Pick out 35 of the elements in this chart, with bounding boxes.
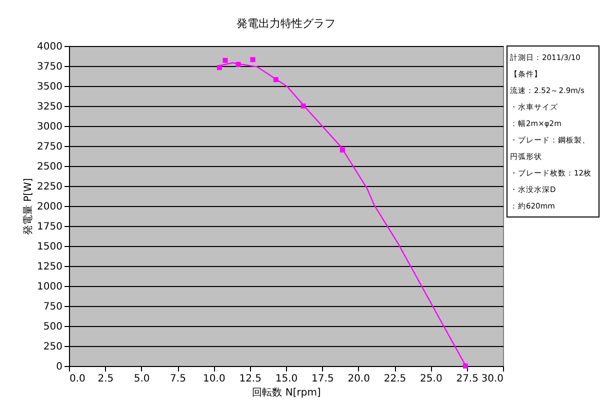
y-tick-label: 3250 bbox=[37, 102, 62, 112]
y-axis-title: 発電量 P[W] bbox=[23, 178, 34, 235]
y-tick-label: 2250 bbox=[37, 182, 62, 192]
x-tick-label: 25.0 bbox=[420, 374, 442, 384]
y-tick-label: 750 bbox=[43, 302, 62, 312]
point bbox=[250, 57, 256, 62]
x-tick-label: 17.5 bbox=[312, 374, 334, 384]
point bbox=[222, 58, 228, 63]
y-tick-label: 0 bbox=[56, 362, 62, 372]
x-tick-label: 7.5 bbox=[170, 374, 186, 384]
y-tick-label: 2500 bbox=[37, 162, 62, 172]
y-tick-label: 250 bbox=[43, 342, 62, 352]
x-tick-label: 12.5 bbox=[239, 374, 262, 384]
x-tick-label: 5.0 bbox=[134, 374, 150, 384]
y-tick-label: 3500 bbox=[37, 82, 62, 92]
x-tick-label: 0.0 bbox=[70, 374, 86, 384]
y-tick-label: 2750 bbox=[37, 142, 62, 152]
y-tick-label: 1500 bbox=[37, 242, 62, 252]
x-tick-label: 22.5 bbox=[384, 374, 406, 384]
x-tick-label: 20.0 bbox=[348, 374, 370, 384]
y-tick-label: 3000 bbox=[37, 122, 62, 132]
x-axis-title: 回転数 N[rpm] bbox=[252, 388, 321, 398]
x-tick-label: 2.5 bbox=[98, 374, 114, 384]
x-tick-label: 10.0 bbox=[203, 374, 226, 384]
y-tick-label: 1000 bbox=[37, 282, 62, 292]
y-tick-label: 1750 bbox=[37, 222, 62, 232]
chart-title: 発電出力特性グラフ bbox=[236, 17, 336, 30]
y-tick-label: 3750 bbox=[37, 62, 62, 72]
x-tick-label: 30.0 bbox=[481, 374, 504, 384]
y-tick-label: 500 bbox=[43, 322, 62, 332]
x-tick-label: 27.5 bbox=[456, 374, 478, 384]
x-tick-label: 15.0 bbox=[275, 374, 298, 384]
y-tick-label: 2000 bbox=[37, 202, 62, 212]
y-tick-label: 1250 bbox=[37, 262, 62, 272]
y-tick-label: 4000 bbox=[37, 42, 62, 52]
